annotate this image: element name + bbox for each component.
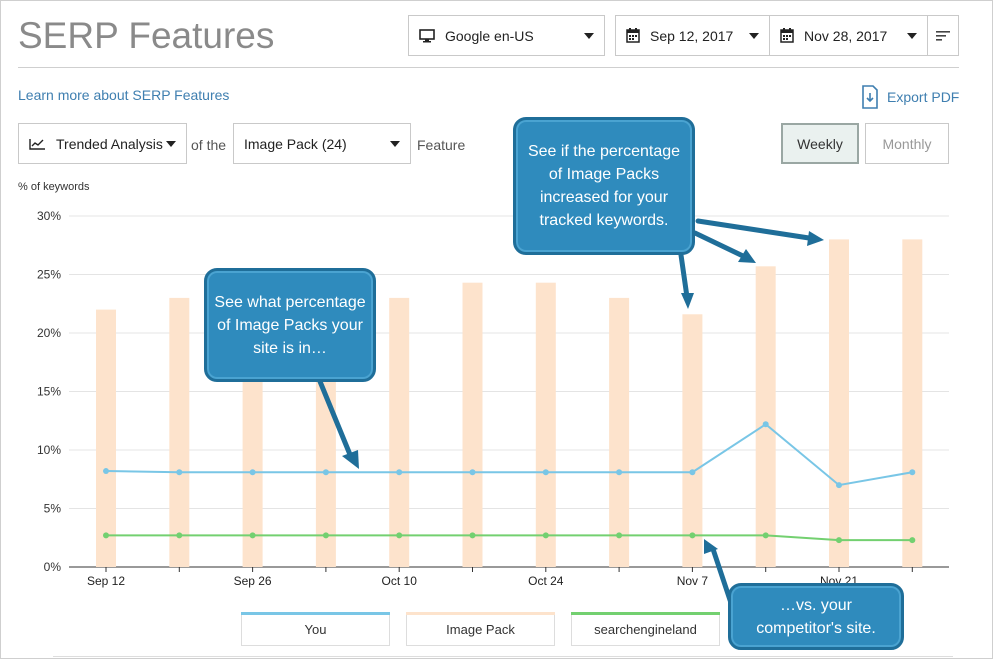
feature-select[interactable]: Image Pack (24) bbox=[233, 123, 411, 164]
point-searchengineland bbox=[909, 537, 916, 544]
point-searchengineland bbox=[396, 532, 403, 539]
bar-image-pack bbox=[96, 309, 116, 567]
bar-image-pack bbox=[462, 282, 483, 567]
point-searchengineland bbox=[103, 532, 109, 539]
point-you bbox=[689, 469, 696, 476]
legend-searchengineland[interactable]: searchengineland bbox=[571, 612, 720, 646]
point-searchengineland bbox=[616, 532, 623, 539]
menu-lines-icon bbox=[936, 30, 950, 41]
bar-image-pack bbox=[755, 266, 776, 567]
callout-increase: See if the percentage of Image Packs inc… bbox=[513, 117, 695, 255]
y-tick-label: 20% bbox=[37, 326, 61, 340]
bar-image-pack bbox=[169, 297, 190, 567]
point-you bbox=[836, 482, 842, 489]
y-tick-label: 30% bbox=[37, 209, 61, 223]
point-you bbox=[103, 468, 109, 475]
y-tick-label: 5% bbox=[44, 502, 62, 516]
point-you bbox=[322, 469, 329, 476]
line-you bbox=[105, 423, 913, 487]
desktop-icon bbox=[419, 28, 435, 43]
point-you bbox=[249, 469, 256, 476]
chevron-down-icon bbox=[584, 33, 594, 39]
trend-chart-icon bbox=[29, 138, 46, 150]
of-the-label: of the bbox=[191, 137, 227, 153]
feature-label: Feature bbox=[417, 137, 466, 153]
weekly-toggle[interactable]: Weekly bbox=[781, 123, 859, 164]
bar-image-pack bbox=[829, 239, 849, 567]
bar-image-pack bbox=[389, 297, 410, 567]
y-tick-label: 15% bbox=[37, 385, 61, 399]
search-engine-select[interactable]: Google en-US bbox=[408, 15, 605, 56]
point-you bbox=[762, 421, 769, 428]
date-to-select[interactable]: Nov 28, 2017 bbox=[769, 15, 928, 56]
analysis-type-label: Trended Analysis bbox=[56, 135, 163, 152]
legend-you[interactable]: You bbox=[241, 612, 390, 646]
options-button[interactable] bbox=[927, 15, 959, 56]
legend-image-pack-swatch bbox=[406, 612, 555, 615]
search-engine-label: Google en-US bbox=[445, 27, 534, 44]
y-tick-label: 10% bbox=[37, 443, 61, 457]
monthly-toggle[interactable]: Monthly bbox=[865, 123, 949, 164]
bar-image-pack bbox=[682, 314, 703, 567]
point-you bbox=[176, 469, 183, 476]
legend-searchengineland-label: searchengineland bbox=[594, 621, 697, 637]
calendar-icon bbox=[780, 28, 794, 43]
bar-image-pack bbox=[609, 297, 630, 567]
line-searchengineland bbox=[106, 534, 913, 542]
x-tick-label: Nov 7 bbox=[677, 574, 709, 588]
point-you bbox=[542, 469, 549, 476]
x-tick-label: Oct 10 bbox=[382, 574, 418, 588]
point-searchengineland bbox=[176, 532, 183, 539]
point-you bbox=[396, 469, 403, 476]
export-pdf-label: Export PDF bbox=[887, 89, 960, 105]
x-tick-label: Oct 24 bbox=[528, 574, 564, 588]
point-searchengineland bbox=[542, 532, 549, 539]
legend-image-pack-label: Image Pack bbox=[446, 621, 515, 637]
point-searchengineland bbox=[469, 532, 476, 539]
y-tick-label: 0% bbox=[44, 560, 62, 574]
point-searchengineland bbox=[836, 537, 842, 544]
analysis-type-select[interactable]: Trended Analysis bbox=[18, 123, 187, 164]
footer-divider bbox=[53, 656, 953, 657]
y-axis-label: % of keywords bbox=[18, 181, 90, 193]
point-you bbox=[616, 469, 623, 476]
chevron-down-icon bbox=[166, 141, 176, 147]
point-you bbox=[909, 469, 916, 476]
export-pdf-button[interactable]: Export PDF bbox=[861, 85, 959, 109]
chevron-down-icon bbox=[390, 141, 400, 147]
point-searchengineland bbox=[249, 532, 256, 539]
legend-image-pack[interactable]: Image Pack bbox=[406, 612, 555, 646]
chevron-down-icon bbox=[907, 33, 917, 39]
point-you bbox=[469, 469, 476, 476]
point-searchengineland bbox=[762, 532, 769, 539]
date-to-label: Nov 28, 2017 bbox=[804, 27, 888, 44]
page-title: SERP Features bbox=[18, 15, 275, 56]
legend-you-label: You bbox=[304, 621, 327, 637]
callout-competitor: …vs. your competitor's site. bbox=[728, 583, 904, 650]
calendar-icon bbox=[626, 28, 640, 43]
x-tick-label: Sep 12 bbox=[87, 574, 125, 588]
chevron-down-icon bbox=[749, 33, 759, 39]
y-tick-label: 25% bbox=[37, 268, 61, 282]
bar-image-pack bbox=[902, 239, 923, 567]
point-searchengineland bbox=[689, 532, 696, 539]
x-tick-label: Sep 26 bbox=[234, 574, 272, 588]
feature-select-label: Image Pack (24) bbox=[244, 135, 347, 152]
legend-searchengineland-swatch bbox=[571, 612, 720, 615]
point-searchengineland bbox=[322, 532, 329, 539]
learn-more-link[interactable]: Learn more about SERP Features bbox=[18, 87, 230, 103]
header-divider bbox=[18, 67, 959, 68]
bar-image-pack bbox=[535, 282, 556, 567]
date-from-select[interactable]: Sep 12, 2017 bbox=[615, 15, 770, 56]
pdf-file-icon bbox=[861, 85, 879, 109]
legend-you-swatch bbox=[241, 612, 390, 615]
date-from-label: Sep 12, 2017 bbox=[650, 27, 734, 44]
callout-you: See what percentage of Image Packs your … bbox=[204, 268, 376, 382]
